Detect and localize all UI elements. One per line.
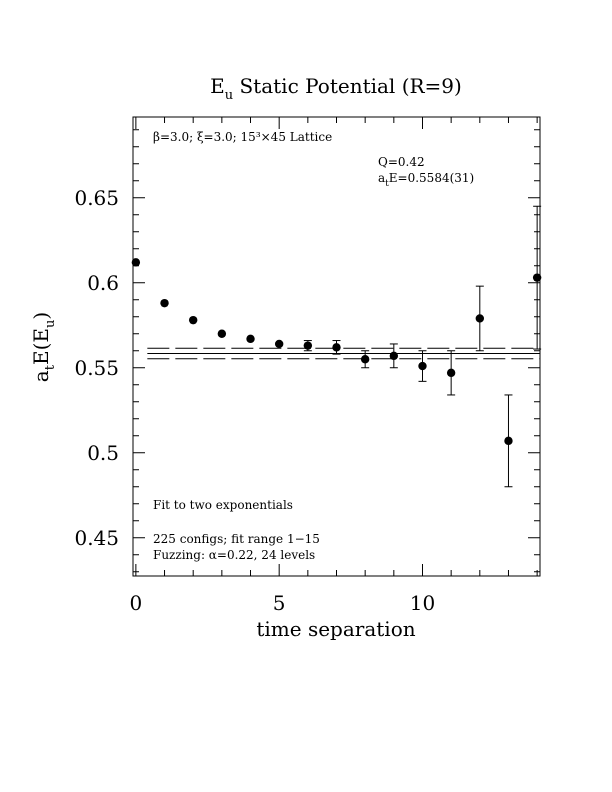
title-rest: Static Potential (R=9) [233, 74, 462, 98]
data-marker [160, 298, 169, 308]
y-ticks: 0.45 0.5 0.55 0.6 0.65 [74, 129, 540, 573]
x-tick-label: 5 [273, 591, 286, 615]
data-marker [360, 355, 370, 364]
data-point [389, 343, 399, 369]
lattice-annotation: β=3.0; ξ=3.0; 15³×45 Lattice [153, 130, 332, 144]
data-marker [274, 339, 284, 349]
data-marker [446, 368, 456, 378]
ylabel-t: t [43, 364, 58, 370]
data-point [246, 334, 255, 344]
energy-annotation: atE=0.5584(31) [378, 171, 474, 189]
y-tick-label: 0.45 [74, 526, 119, 550]
y-tick-label: 0.65 [74, 186, 119, 210]
ylabel-a: a [29, 370, 53, 382]
data-marker [532, 273, 542, 282]
data-point [475, 285, 485, 352]
y-tick-label: 0.6 [87, 271, 119, 295]
data-point [532, 205, 542, 350]
data-point [332, 340, 341, 355]
x-tick-label: 10 [410, 591, 435, 615]
energy-a: a [378, 171, 385, 185]
data-point [303, 340, 313, 352]
configs-annotation: 225 configs; fit range 1−15 [153, 532, 320, 546]
data-marker [188, 315, 198, 325]
lattice-xi: ξ=3.0; [197, 130, 241, 144]
fit-description: Fit to two exponentials [153, 498, 293, 512]
y-tick-label: 0.5 [87, 441, 119, 465]
x-ticks: 0 5 10 [129, 117, 538, 615]
fit-band [147, 347, 540, 360]
lattice-size: 15³×45 Lattice [241, 130, 333, 144]
x-tick-label: 0 [129, 591, 142, 615]
data-point [217, 329, 227, 338]
data-point [418, 350, 427, 382]
energy-t: t [385, 179, 389, 189]
fuzzing-annotation: Fuzzing: α=0.22, 24 levels [153, 548, 315, 562]
y-tick-label: 0.55 [74, 356, 119, 380]
data-point [274, 339, 284, 349]
data-marker [504, 436, 513, 446]
chart-title: Eu Static Potential (R=9) [210, 74, 462, 103]
y-axis-label: atE(Eu) [29, 312, 58, 382]
title-main: E [210, 74, 225, 98]
q-annotation: Q=0.42 [378, 155, 425, 169]
data-marker [246, 334, 255, 344]
data-marker [217, 329, 227, 338]
plot-frame: 0 5 10 0.45 0.5 0.55 0.6 0.65 [74, 116, 541, 615]
data-point [360, 350, 370, 369]
data-marker [303, 341, 313, 350]
ylabel-close: ) [29, 312, 53, 320]
x-axis-label: time separation [256, 617, 415, 641]
data-point [446, 350, 456, 396]
data-marker [389, 351, 399, 361]
data-point [160, 298, 169, 308]
data-marker [131, 258, 141, 267]
energy-rest: E=0.5584(31) [389, 171, 474, 185]
data-point [188, 315, 198, 325]
title-sub: u [225, 88, 233, 103]
data-point [504, 394, 513, 488]
data-series [131, 205, 542, 488]
data-marker [332, 343, 341, 352]
data-point [131, 258, 141, 267]
ylabel-e: E(E [29, 328, 53, 365]
data-marker [475, 314, 485, 323]
ylabel-u: u [43, 320, 58, 328]
data-marker [418, 361, 427, 371]
lattice-beta: β=3.0; [153, 130, 197, 144]
